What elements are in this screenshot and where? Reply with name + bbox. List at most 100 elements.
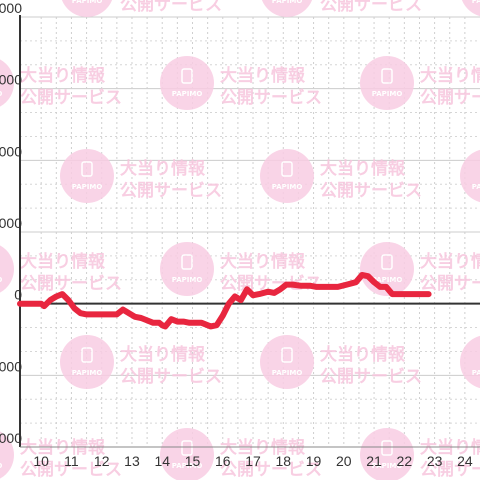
watermark-phone-icon: [181, 254, 193, 270]
watermark-phone-icon: [381, 440, 393, 456]
x-tick-labels: 10 11 12 13 14 15 16 17 18 19 20 21 22 23 24: [33, 453, 472, 469]
watermark-logo-circle: [61, 0, 113, 17]
watermark-line1: 大当り情報: [420, 65, 480, 86]
x-tick-label: 16: [215, 453, 231, 469]
watermark-logo-text: PAPIMO: [72, 183, 103, 191]
x-tick-label: 18: [276, 453, 292, 469]
watermark-line2: 公開サービス: [320, 181, 422, 201]
x-tick-label: 15: [185, 453, 201, 469]
y-tick-label: 12,000: [0, 0, 22, 16]
watermark-line1: 大当り情報: [120, 158, 206, 179]
y-tick-label: -3,000: [0, 358, 22, 374]
watermark-line2: 公開サービス: [20, 460, 122, 480]
watermark-phone-icon: [181, 440, 193, 456]
watermark-logo-text: PAPIMO: [472, 183, 480, 191]
watermark-phone-icon: [81, 347, 93, 363]
watermark-phone-icon: [381, 68, 393, 84]
watermark-phone-icon: [281, 161, 293, 177]
y-tick-label: 3,000: [0, 215, 22, 231]
watermark-line2: 公開サービス: [320, 367, 422, 387]
y-tick-label: -6,000: [0, 430, 22, 446]
watermark-line2: 公開サービス: [120, 0, 222, 15]
watermark-logo-text: PAPIMO: [0, 462, 2, 470]
x-tick-label: 12: [94, 453, 110, 469]
watermark-logo-circle: [360, 428, 414, 480]
watermark-logo-text: PAPIMO: [0, 90, 2, 98]
watermark-line2: 公開サービス: [420, 460, 480, 480]
y-tick-labels: 12,000 9,000 6,000 3,000 0 -3,000 -6,000: [0, 0, 22, 446]
watermark-line1: 大当り情報: [420, 251, 480, 272]
watermark-line2: 公開サービス: [420, 88, 480, 108]
y-tick-label: 0: [14, 287, 22, 303]
watermark-logo-text: PAPIMO: [272, 0, 303, 5]
x-tick-label: 24: [457, 453, 473, 469]
watermark-logo-circle: [0, 59, 14, 107]
watermark-line2: 公開サービス: [220, 88, 322, 108]
y-tick-label: 6,000: [0, 143, 22, 159]
watermark-phone-icon: [381, 254, 393, 270]
watermark-line2: 公開サービス: [20, 88, 122, 108]
watermark-line1: 大当り情報: [20, 65, 106, 86]
watermark-logo-circle: [261, 0, 313, 17]
watermark-logo-text: PAPIMO: [272, 369, 303, 377]
watermark-line1: 大当り情報: [120, 344, 206, 365]
watermark-logo-text: PAPIMO: [0, 276, 2, 284]
watermark-logo-text: PAPIMO: [372, 276, 403, 284]
series-line: [17, 272, 432, 330]
watermark-logo-text: PAPIMO: [172, 462, 203, 470]
watermark-logo-text: PAPIMO: [372, 90, 403, 98]
x-tick-label: 22: [397, 453, 413, 469]
watermark-line2: 公開サービス: [120, 181, 222, 201]
watermark-line2: 公開サービス: [320, 0, 422, 15]
y-tick-label: 9,000: [0, 72, 22, 88]
watermark-logo-text: PAPIMO: [172, 90, 203, 98]
watermark-logo-text: PAPIMO: [272, 183, 303, 191]
x-tick-label: 23: [427, 453, 443, 469]
x-tick-label: 19: [306, 453, 322, 469]
watermark-logo-circle: [0, 245, 14, 293]
x-tick-label: 20: [336, 453, 352, 469]
watermark-logo-text: PAPIMO: [472, 369, 480, 377]
x-tick-label: 13: [124, 453, 140, 469]
x-tick-label: 21: [366, 453, 382, 469]
x-tick-label: 10: [33, 453, 49, 469]
watermark-logo-text: PAPIMO: [172, 276, 203, 284]
watermark-line2: 公開サービス: [120, 367, 222, 387]
watermark-logo-text: PAPIMO: [372, 462, 403, 470]
watermark-phone-icon: [281, 347, 293, 363]
watermark-line2: 公開サービス: [220, 460, 322, 480]
axes: [19, 15, 480, 448]
watermark-line1: 大当り情報: [220, 251, 306, 272]
watermark-logo-circle: [460, 335, 480, 389]
x-tick-label: 17: [245, 453, 261, 469]
data-series: [17, 272, 432, 330]
x-tick-label: 11: [64, 453, 79, 469]
watermark-phone-icon: [181, 68, 193, 84]
watermark-logo-text: PAPIMO: [72, 0, 103, 5]
watermark-line1: 大当り情報: [20, 251, 106, 272]
watermark-logo-text: PAPIMO: [72, 369, 103, 377]
watermark-line1: 大当り情報: [220, 65, 306, 86]
watermark-line2: 公開サービス: [20, 274, 122, 294]
watermark-logo-text: PAPIMO: [472, 0, 480, 5]
watermark-logo-circle: [460, 149, 480, 203]
x-tick-label: 14: [154, 453, 170, 469]
watermark-line1: 大当り情報: [320, 344, 406, 365]
watermark-phone-icon: [81, 161, 93, 177]
watermark-logo-circle: [461, 0, 480, 17]
watermark-logo-circle: [160, 428, 214, 480]
